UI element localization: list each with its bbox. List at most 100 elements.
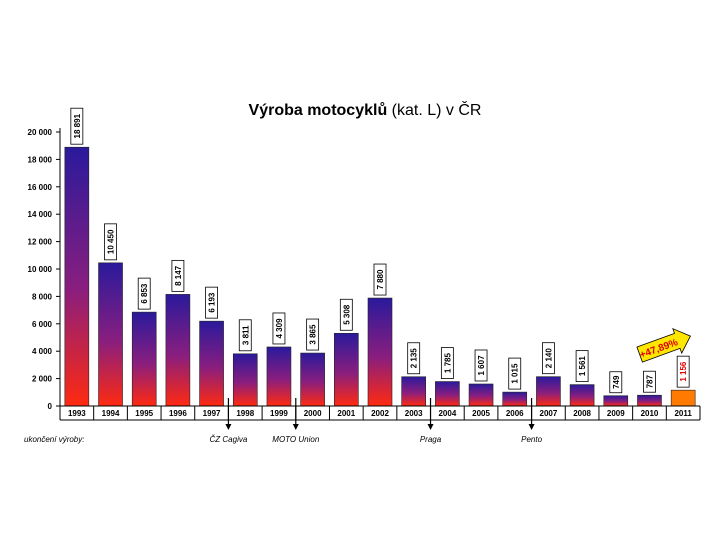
bar-2005 bbox=[468, 383, 494, 407]
y-tick-label: 16 000 bbox=[28, 183, 53, 192]
data-label-2011: 1 156 bbox=[679, 361, 688, 382]
data-label-2006: 1 015 bbox=[511, 363, 520, 384]
data-label-2007: 2 140 bbox=[544, 348, 553, 369]
x-tick-label: 2000 bbox=[304, 409, 322, 418]
x-tick-label: 1996 bbox=[169, 409, 187, 418]
data-label-box bbox=[137, 277, 151, 310]
data-label-1995: 6 853 bbox=[140, 283, 149, 304]
bar-1999 bbox=[266, 346, 292, 407]
data-label-1996: 8 147 bbox=[174, 265, 183, 286]
x-tick-label: 1998 bbox=[236, 409, 254, 418]
data-label-1993: 18 891 bbox=[73, 113, 82, 138]
data-label-1994: 10 450 bbox=[107, 229, 116, 254]
data-label-box bbox=[306, 318, 320, 351]
annotation-label: Pento bbox=[521, 435, 542, 444]
y-axis: 0 2 000 4 000 6 000 8 000 10 000 12 000 14 000 1… bbox=[28, 128, 61, 411]
data-label-box bbox=[643, 370, 656, 393]
annotation-label: ČZ Cagiva bbox=[210, 435, 248, 444]
data-label-2008: 1 561 bbox=[578, 356, 587, 377]
data-label-box bbox=[609, 371, 623, 394]
bar-2011 bbox=[670, 389, 696, 407]
x-tick-label: 1994 bbox=[102, 409, 120, 418]
data-label-2004: 1 785 bbox=[443, 352, 452, 373]
annotation-label: MOTO Union bbox=[272, 435, 320, 444]
data-label-box bbox=[70, 107, 84, 145]
y-tick-label: 8 000 bbox=[32, 292, 53, 301]
bar-2003 bbox=[401, 376, 426, 407]
data-label-box bbox=[272, 312, 286, 345]
annotation-arrow bbox=[528, 424, 535, 430]
y-tick-label: 6 000 bbox=[32, 320, 53, 329]
x-tick-label: 2002 bbox=[371, 409, 389, 418]
y-tick-label: 0 bbox=[48, 402, 53, 411]
data-label-2002: 7 880 bbox=[376, 269, 385, 290]
data-label-box bbox=[104, 223, 117, 261]
bar-1994 bbox=[98, 262, 123, 407]
data-label-1999: 4 309 bbox=[275, 318, 284, 339]
x-tick-label: 2006 bbox=[506, 409, 524, 418]
chart-title-suffix: (kat. L) v ČR bbox=[392, 100, 482, 119]
y-tick-label: 18 000 bbox=[28, 155, 53, 164]
x-tick-label: 1999 bbox=[270, 409, 288, 418]
annotation-arrow bbox=[292, 424, 299, 430]
data-label-2009: 749 bbox=[612, 375, 621, 389]
chart-title: Výroba motocyklů (kat. L) v ČR bbox=[249, 100, 482, 119]
y-tick-label: 20 000 bbox=[28, 128, 53, 137]
data-label-1998: 3 811 bbox=[241, 325, 250, 345]
bar-1995 bbox=[131, 311, 157, 407]
x-tick-label: 2007 bbox=[540, 409, 558, 418]
x-tick-label: 2011 bbox=[674, 409, 692, 418]
bars: 18 891 10 450 6 853 8 147 6 193 3 811 4 309 3 8… bbox=[64, 107, 696, 407]
data-label-box bbox=[676, 355, 690, 388]
x-tick-label: 1995 bbox=[135, 409, 153, 418]
data-label-2000: 3 865 bbox=[309, 324, 318, 345]
bar-2004 bbox=[435, 381, 460, 407]
x-tick-label: 2003 bbox=[405, 409, 423, 418]
data-label-1997: 6 193 bbox=[208, 292, 217, 313]
bar-1993 bbox=[64, 146, 90, 407]
data-label-box bbox=[205, 286, 218, 319]
bar-2006 bbox=[502, 391, 528, 407]
bar-2007 bbox=[536, 376, 561, 407]
data-label-box bbox=[238, 319, 252, 352]
data-label-2005: 1 607 bbox=[477, 355, 486, 376]
bar-2008 bbox=[569, 384, 595, 407]
data-label-box bbox=[373, 263, 387, 296]
annotation-arrow bbox=[225, 424, 232, 430]
x-axis: 1993 1994 1995 1996 1997 1998 1999 2000 2001 2002… bbox=[59, 405, 701, 421]
x-tick-label: 1993 bbox=[68, 409, 86, 418]
annotations: ukončení výroby: ČZ Cagiva MOTO Union Praga… bbox=[24, 398, 543, 444]
x-tick-label: 2001 bbox=[337, 409, 355, 418]
data-label-box bbox=[440, 347, 454, 379]
data-label-box bbox=[339, 298, 353, 331]
bar-2001 bbox=[334, 332, 359, 407]
chart-title-main: Výroba motocyklů bbox=[249, 102, 388, 119]
y-tick-label: 4 000 bbox=[32, 347, 53, 356]
x-tick-label: 2008 bbox=[573, 409, 591, 418]
data-label-box bbox=[171, 259, 185, 292]
y-tick-label: 10 000 bbox=[28, 265, 53, 274]
x-tick-label: 2010 bbox=[641, 409, 659, 418]
x-tick-label: 2004 bbox=[438, 409, 456, 418]
annotations-label: ukončení výroby: bbox=[24, 435, 84, 444]
bar-2002 bbox=[367, 297, 393, 407]
annotation-label: Praga bbox=[420, 435, 442, 444]
annotation-arrow bbox=[427, 424, 434, 430]
bar-1998 bbox=[232, 353, 258, 407]
y-tick-label: 14 000 bbox=[28, 210, 53, 219]
y-tick-label: 12 000 bbox=[28, 238, 53, 247]
x-tick-label: 2005 bbox=[472, 409, 490, 418]
callout-shape bbox=[636, 327, 691, 363]
data-label-box bbox=[407, 342, 421, 375]
data-label-box bbox=[542, 342, 555, 375]
y-tick-label: 2 000 bbox=[32, 375, 53, 384]
data-label-box bbox=[474, 349, 488, 382]
data-label-box bbox=[508, 357, 522, 390]
data-label-box bbox=[575, 350, 589, 383]
data-label-2001: 5 308 bbox=[342, 304, 351, 325]
data-label-2010: 787 bbox=[645, 374, 654, 388]
bar-1996 bbox=[165, 294, 191, 407]
bar-2000 bbox=[300, 352, 325, 407]
x-tick-label: 1997 bbox=[203, 409, 221, 418]
